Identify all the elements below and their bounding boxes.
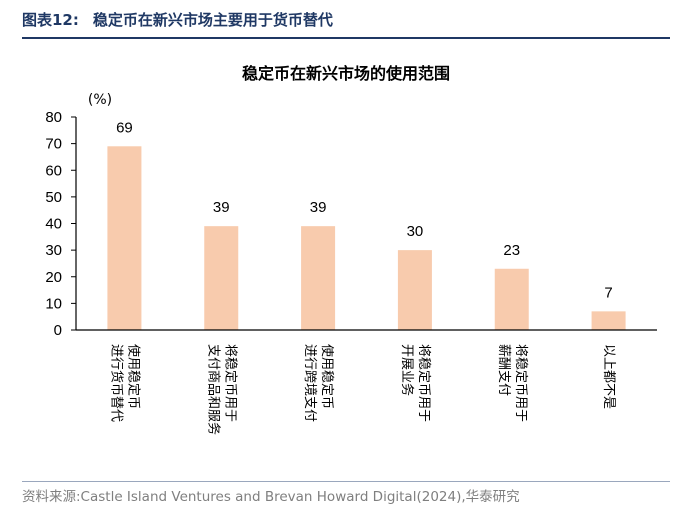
y-axis-ticks: 0 10 20 30 40 50 60 70 80 <box>45 109 76 339</box>
y-tick-label: 60 <box>45 162 62 179</box>
figure-header: 图表12: 稳定币在新兴市场主要用于货币替代 <box>22 8 670 36</box>
bar-value-label: 69 <box>116 119 133 136</box>
y-tick-label: 40 <box>45 216 62 233</box>
bar <box>204 226 239 330</box>
x-category-label-line: 进行跨境支付 <box>302 344 317 422</box>
figure-label: 图表12: <box>22 11 79 29</box>
bars <box>107 146 626 330</box>
y-tick-label: 0 <box>54 322 62 339</box>
x-category-label: 以上都不是 <box>601 344 616 409</box>
figure-caption: 稳定币在新兴市场主要用于货币替代 <box>92 11 333 29</box>
source-note: 资料来源:Castle Island Ventures and Brevan H… <box>22 489 520 505</box>
x-category-label-line: 进行货币替代 <box>108 344 124 422</box>
footer-rule <box>22 481 670 482</box>
bar <box>397 250 432 330</box>
header-rule <box>22 37 670 39</box>
bar <box>494 268 529 330</box>
x-category-label-line: 以上都不是 <box>601 344 616 409</box>
bar-value-label: 23 <box>503 242 520 259</box>
y-tick-label: 70 <box>45 136 62 153</box>
value-labels: 69 39 39 30 23 7 <box>116 119 613 301</box>
chart-title: 稳定币在新兴市场的使用范围 <box>242 64 450 83</box>
bar-value-label: 7 <box>604 284 612 301</box>
x-category-label-line: 支付商品和服务 <box>205 344 221 435</box>
bar <box>591 311 626 330</box>
bar <box>301 226 336 330</box>
bar-value-label: 39 <box>310 199 327 216</box>
y-tick-label: 50 <box>45 189 62 206</box>
x-category-label-line: 使用稳定币 <box>319 344 335 409</box>
y-tick-label: 20 <box>45 269 62 286</box>
y-tick-label: 80 <box>45 109 62 126</box>
bar <box>107 146 142 330</box>
x-category-label-line: 将稳定币用于 <box>513 344 529 422</box>
x-category-label-line: 开展业务 <box>399 344 415 396</box>
x-category-label-line: 使用稳定币 <box>125 344 141 409</box>
y-tick-label: 30 <box>45 242 62 259</box>
y-tick-label: 10 <box>45 295 62 312</box>
x-category-label-line: 将稳定币用于 <box>222 344 238 422</box>
x-category-label-line: 将稳定币用于 <box>416 344 432 422</box>
x-category-label-line: 薪酬支付 <box>496 344 511 396</box>
bar-value-label: 30 <box>407 223 424 240</box>
y-axis-unit-label: (%) <box>88 92 112 108</box>
bar-value-label: 39 <box>213 199 230 216</box>
bar-chart: 稳定币在新兴市场的使用范围 (%) 0 10 20 30 40 50 60 70 80 69 39… <box>45 64 657 435</box>
